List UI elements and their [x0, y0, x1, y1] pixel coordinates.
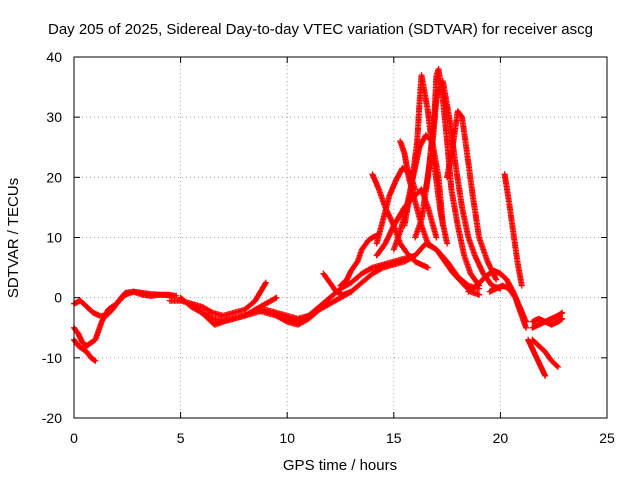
series-track-19	[444, 108, 500, 283]
y-tick-label: 40	[46, 49, 62, 65]
series-track-25	[529, 336, 561, 370]
x-tick-labels: 0 5 10 15 20 25	[70, 430, 615, 446]
series-track-18	[422, 78, 504, 292]
plot-frame	[73, 56, 608, 419]
series-track-22	[486, 282, 529, 331]
x-tick-label: 15	[386, 430, 402, 446]
series-markers	[529, 315, 566, 328]
x-tick-label: 0	[70, 430, 78, 446]
series-markers	[486, 282, 529, 331]
grid	[74, 57, 607, 418]
series-markers	[529, 336, 561, 370]
series-track-21	[501, 171, 525, 289]
y-axis-label: SDTVAR / TECUs	[5, 178, 22, 298]
series-markers	[337, 231, 382, 289]
x-tick-label: 10	[279, 430, 295, 446]
x-tick-label: 5	[177, 430, 185, 446]
y-tick-label: 10	[46, 230, 62, 246]
y-tick-label: 30	[46, 109, 62, 125]
series-track-26	[529, 315, 566, 328]
series-markers	[422, 78, 504, 292]
x-tick-label: 20	[493, 430, 509, 446]
y-tick-label: 0	[54, 290, 62, 306]
x-axis-label: GPS time / hours	[283, 457, 397, 474]
series-track-10	[337, 231, 382, 289]
chart-title: Day 205 of 2025, Sidereal Day-to-day VTE…	[48, 21, 593, 38]
y-tick-label: 20	[46, 169, 62, 185]
series-markers	[501, 171, 525, 289]
data-layer	[71, 66, 566, 379]
series-markers	[525, 336, 549, 379]
series-track-23	[525, 336, 549, 379]
series-markers	[444, 108, 500, 283]
y-tick-labels: -20 -10 0 10 20 30 40	[42, 49, 62, 426]
y-tick-label: -10	[42, 350, 62, 366]
ticks	[73, 56, 608, 419]
x-tick-label: 25	[599, 430, 615, 446]
y-tick-label: -20	[42, 410, 62, 426]
